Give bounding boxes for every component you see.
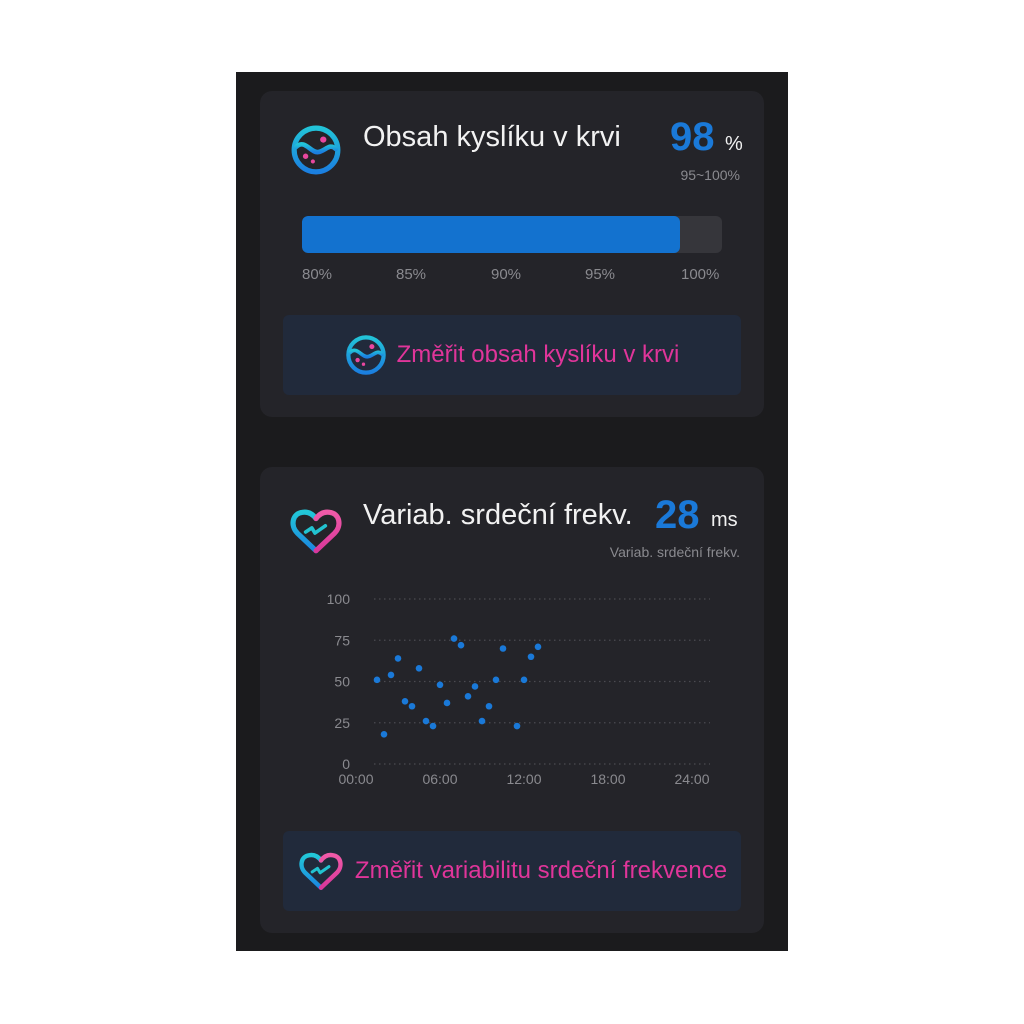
hrv-value: 28 (655, 493, 700, 537)
data-point (520, 676, 528, 684)
hrv-unit: ms (711, 509, 738, 531)
x-tick-label: 12:00 (506, 771, 541, 787)
y-tick-label: 50 (334, 674, 350, 690)
oxygen-drop-icon (345, 334, 387, 376)
tick-label: 90% (491, 266, 522, 283)
y-tick-label: 100 (327, 591, 351, 607)
hrv-card[interactable]: Variab. srdeční frekv. 28 ms Variab. srd… (260, 467, 764, 933)
health-screen: Obsah kyslíku v krvi 98 % 95~100% 80% 85… (236, 72, 788, 951)
card-title: Obsah kyslíku v krvi (363, 121, 621, 153)
tick-label: 100% (681, 266, 720, 283)
hrv-subtitle: Variab. srdeční frekv. (609, 544, 740, 560)
data-point (499, 645, 507, 652)
spo2-progress-fill (302, 216, 680, 253)
data-point (527, 653, 535, 661)
data-point (534, 643, 542, 651)
button-label: Změřit variabilitu srdeční frekvence (354, 857, 728, 884)
heart-pulse-icon (297, 849, 345, 893)
data-point (513, 722, 521, 730)
data-point (401, 698, 409, 705)
data-point (471, 683, 479, 690)
button-label: Změřit obsah kyslíku v krvi (396, 341, 680, 368)
oxygen-drop-icon (290, 124, 342, 176)
x-tick-label: 24:00 (674, 771, 709, 787)
spo2-range: 95~100% (680, 167, 740, 183)
card-title: Variab. srdeční frekv. (363, 499, 633, 531)
data-point (422, 717, 430, 725)
data-point (408, 702, 416, 710)
y-tick-label: 75 (334, 632, 350, 648)
spo2-value: 98 (670, 115, 715, 159)
data-point (443, 699, 451, 707)
data-point (478, 717, 486, 725)
tick-label: 85% (396, 266, 427, 283)
data-point (492, 676, 500, 684)
data-point (373, 676, 381, 684)
tick-label: 95% (585, 266, 616, 283)
y-tick-label: 0 (342, 756, 350, 772)
measure-spo2-button[interactable]: Změřit obsah kyslíku v krvi (283, 315, 741, 395)
data-point (485, 702, 493, 710)
data-point (380, 731, 388, 738)
x-tick-label: 06:00 (422, 771, 457, 787)
data-point (464, 693, 472, 700)
data-point (429, 722, 437, 730)
data-point (457, 641, 465, 649)
data-point (387, 671, 395, 679)
hrv-scatter-chart: 0 25 50 75 100 00:00 06:00 12:00 18:00 24:00 (327, 591, 710, 787)
data-point (450, 635, 458, 642)
blood-oxygen-card[interactable]: Obsah kyslíku v krvi 98 % 95~100% 80% 85… (260, 91, 764, 417)
spo2-unit: % (725, 133, 743, 155)
spo2-progress-bar (302, 216, 722, 253)
measure-hrv-button[interactable]: Změřit variabilitu srdeční frekvence (283, 831, 741, 911)
x-tick-label: 18:00 (590, 771, 625, 787)
tick-label: 80% (302, 266, 333, 283)
data-point (394, 655, 402, 662)
data-point (436, 681, 444, 689)
x-tick-label: 00:00 (338, 771, 373, 787)
data-point (415, 665, 423, 672)
y-tick-label: 25 (334, 715, 350, 731)
